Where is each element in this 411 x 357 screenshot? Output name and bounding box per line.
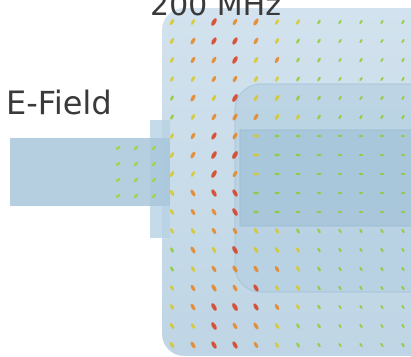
field-arrow	[296, 192, 301, 194]
field-arrow	[296, 154, 301, 156]
inner-conductor	[240, 130, 411, 226]
field-arrow	[274, 173, 279, 176]
field-arrow	[338, 135, 342, 137]
field-arrow	[317, 154, 322, 156]
field-arrow	[359, 211, 363, 213]
field-arrow	[253, 192, 258, 195]
field-label: E-Field	[6, 84, 112, 122]
field-arrow	[380, 154, 384, 156]
field-arrow	[274, 211, 279, 214]
field-arrow	[274, 192, 279, 194]
field-arrow	[275, 135, 280, 137]
field-arrow	[401, 173, 405, 175]
input-tube	[10, 138, 170, 206]
field-plot	[0, 0, 411, 357]
field-arrow	[317, 173, 322, 175]
field-arrow	[253, 173, 259, 176]
field-arrow	[359, 154, 363, 156]
field-arrow	[380, 173, 384, 175]
field-arrow	[274, 154, 279, 157]
field-arrow	[401, 192, 405, 194]
simulation-view: 200 MHz E-Field	[0, 0, 411, 357]
field-arrow	[338, 211, 342, 213]
field-arrow	[296, 173, 301, 175]
field-arrow	[253, 154, 259, 157]
field-arrow	[317, 192, 321, 194]
field-arrow	[401, 211, 405, 213]
field-arrow	[359, 135, 363, 137]
field-arrow	[359, 192, 363, 194]
field-arrow	[317, 135, 321, 137]
field-arrow	[338, 154, 342, 156]
field-arrow	[295, 135, 300, 137]
field-arrow	[380, 192, 384, 194]
field-arrow	[317, 211, 322, 213]
field-arrow	[253, 135, 259, 138]
field-arrow	[380, 211, 384, 213]
field-arrow	[359, 173, 363, 175]
field-arrow	[401, 135, 405, 137]
field-arrow	[296, 211, 301, 213]
field-arrow	[401, 154, 405, 156]
field-arrow	[380, 135, 384, 137]
frequency-label: 200 MHz	[150, 0, 281, 23]
field-arrow	[253, 211, 258, 214]
field-arrow	[338, 173, 342, 175]
field-arrow	[338, 192, 342, 194]
